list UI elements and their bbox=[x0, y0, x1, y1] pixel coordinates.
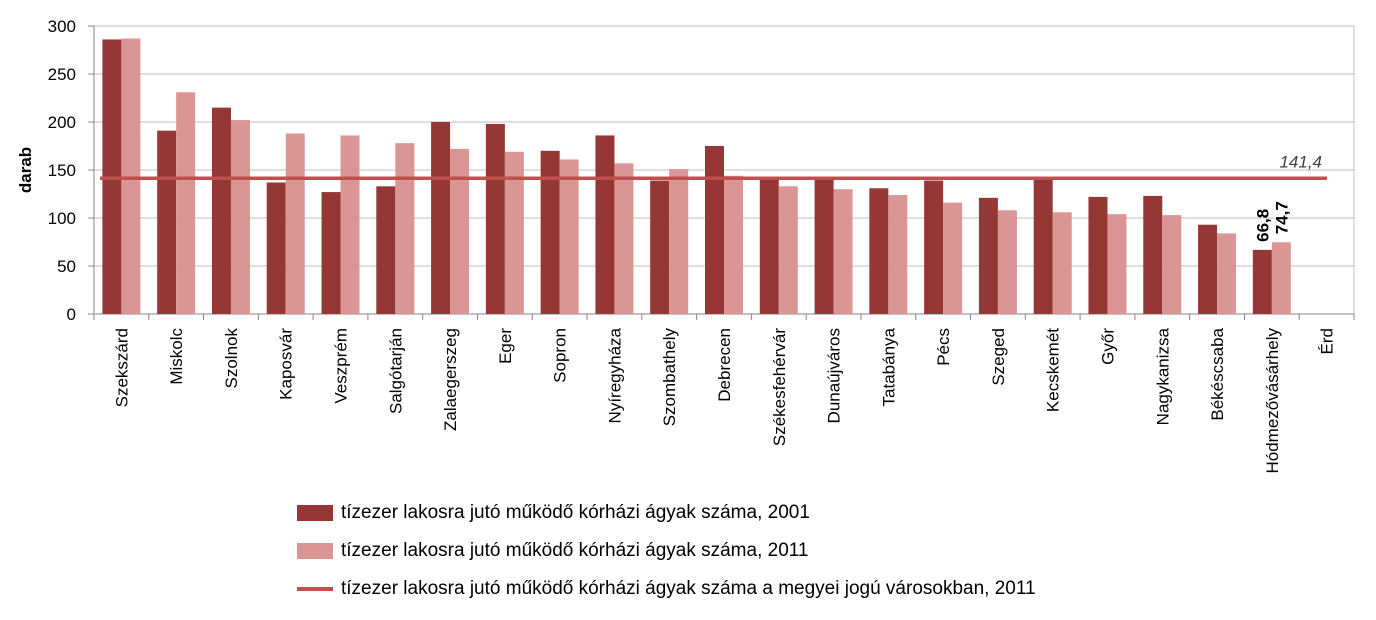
legend-label-2001: tízezer lakosra jutó működő kórházi ágya… bbox=[341, 502, 810, 523]
bar-2001 bbox=[978, 197, 998, 314]
bar-2011 bbox=[669, 169, 689, 314]
y-tick-label: 200 bbox=[48, 113, 76, 132]
x-category-label: Debrecen bbox=[715, 328, 734, 402]
legend: tízezer lakosra jutó működő kórházi ágya… bbox=[297, 494, 1036, 608]
bar-chart: 0 50 100 150 200 250 300 darab Szekszárd Miskolc S… bbox=[16, 17, 1355, 474]
bar-2011 bbox=[888, 194, 908, 314]
bar-2011 bbox=[176, 92, 196, 315]
legend-item-reference: tízezer lakosra jutó működő kórházi ágya… bbox=[297, 570, 1036, 608]
bar-2011 bbox=[1271, 242, 1291, 314]
x-category-label: Dunaújváros bbox=[825, 328, 844, 423]
bar-2011 bbox=[1107, 214, 1127, 314]
x-category-label: Kecskemét bbox=[1044, 328, 1063, 412]
x-category-label: Érd bbox=[1318, 328, 1337, 354]
bar-2011 bbox=[943, 202, 963, 314]
y-tick-label: 300 bbox=[48, 17, 76, 36]
x-category-label: Tatabánya bbox=[879, 327, 898, 406]
bar-2001 bbox=[1143, 195, 1163, 314]
x-category-label: Győr bbox=[1098, 328, 1117, 365]
x-category-label: Szolnok bbox=[222, 328, 241, 389]
x-category-label: Szeged bbox=[989, 328, 1008, 386]
bar-2001 bbox=[924, 180, 944, 314]
bar-2001 bbox=[705, 146, 724, 314]
bar-2001 bbox=[1088, 196, 1108, 314]
x-category-label: Békéscsaba bbox=[1208, 327, 1227, 420]
bar-2011 bbox=[778, 186, 798, 314]
x-category-label: Miskolc bbox=[167, 328, 186, 385]
bar-2001 bbox=[814, 176, 834, 314]
x-category-label: Salgótarján bbox=[386, 328, 405, 414]
bar-2001 bbox=[376, 186, 396, 314]
bar-2011 bbox=[559, 159, 579, 314]
reference-line-label: 141,4 bbox=[1279, 152, 1322, 171]
bar-2011 bbox=[1052, 212, 1072, 314]
bar-2011 bbox=[504, 151, 524, 314]
legend-swatch-2011 bbox=[297, 543, 333, 559]
y-tick-label: 0 bbox=[67, 305, 76, 324]
x-category-label: Nyíregyháza bbox=[605, 327, 624, 423]
x-category-label: Székesfehérvár bbox=[770, 328, 789, 446]
bar-2011 bbox=[230, 120, 250, 314]
y-tick-label: 150 bbox=[48, 161, 76, 180]
data-label: 66,8 bbox=[1253, 209, 1272, 242]
bar-2001 bbox=[595, 135, 615, 314]
bar-2001 bbox=[540, 150, 560, 314]
bar-2011 bbox=[997, 210, 1017, 314]
legend-label-reference: tízezer lakosra jutó működő kórházi ágya… bbox=[341, 578, 1036, 599]
bar-2001 bbox=[759, 176, 779, 314]
bar-2011 bbox=[285, 133, 305, 314]
x-category-label: Veszprém bbox=[332, 328, 351, 404]
bar-2001 bbox=[266, 182, 286, 314]
bar-2001 bbox=[211, 107, 231, 314]
bar-2001 bbox=[1252, 249, 1272, 314]
x-category-label: Zalaegerszeg bbox=[441, 328, 460, 431]
data-label: 74,7 bbox=[1272, 201, 1291, 234]
bar-2011 bbox=[450, 148, 470, 314]
bar-2011 bbox=[121, 38, 141, 314]
bar-2001 bbox=[157, 130, 177, 314]
bar-2011 bbox=[1217, 233, 1237, 314]
bar-2011 bbox=[395, 143, 415, 314]
y-tick-label: 50 bbox=[57, 257, 76, 276]
legend-line-reference bbox=[297, 587, 333, 591]
bar-2001 bbox=[485, 123, 505, 314]
x-category-label: Eger bbox=[496, 328, 515, 364]
bar-2001 bbox=[1033, 177, 1053, 314]
legend-label-2011: tízezer lakosra jutó működő kórházi ágya… bbox=[341, 540, 809, 561]
y-tick-label: 250 bbox=[48, 65, 76, 84]
bar-2001 bbox=[431, 122, 451, 314]
x-category-label: Szekszárd bbox=[112, 328, 131, 407]
x-category-label: Sopron bbox=[551, 328, 570, 383]
x-category-label: Pécs bbox=[934, 328, 953, 366]
bar-2001 bbox=[869, 188, 889, 314]
bar-2011 bbox=[614, 163, 634, 314]
x-category-label: Kaposvár bbox=[277, 328, 296, 400]
bar-2011 bbox=[1162, 215, 1182, 314]
bar-2001 bbox=[1198, 224, 1218, 314]
x-category-label: Nagykanizsa bbox=[1153, 327, 1172, 425]
x-category-label: Szombathely bbox=[660, 328, 679, 427]
bar-2011 bbox=[340, 135, 360, 314]
legend-item-2011: tízezer lakosra jutó működő kórházi ágya… bbox=[297, 532, 1036, 570]
x-category-label: Hódmezővásárhely bbox=[1263, 328, 1282, 474]
y-axis-title: darab bbox=[16, 147, 35, 193]
bar-2001 bbox=[650, 180, 670, 314]
legend-swatch-2001 bbox=[297, 505, 333, 521]
legend-item-2001: tízezer lakosra jutó működő kórházi ágya… bbox=[297, 494, 1036, 532]
y-tick-label: 100 bbox=[48, 209, 76, 228]
bar-2011 bbox=[724, 175, 743, 314]
bar-2011 bbox=[833, 189, 853, 314]
bar-2001 bbox=[321, 192, 341, 314]
